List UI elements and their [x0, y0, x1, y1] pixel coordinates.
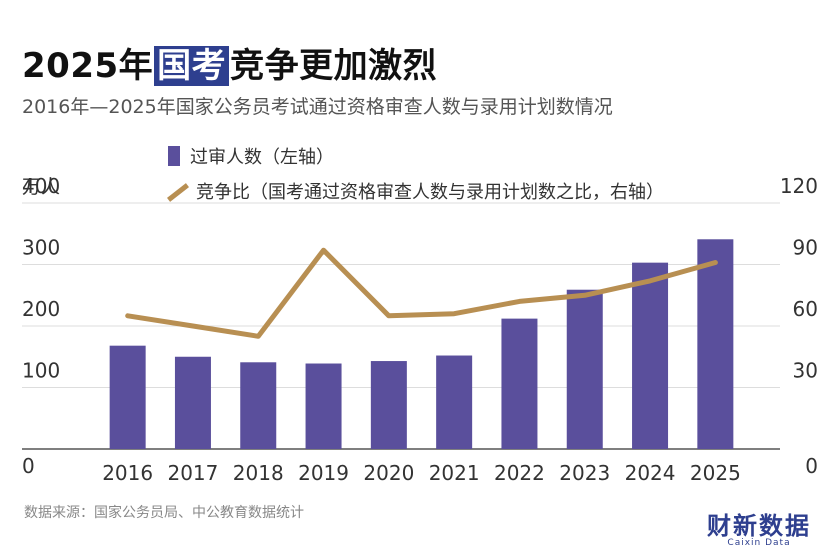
legend-line-label: 竞争比（国考通过资格审查人数与录用计划数之比，右轴）	[196, 182, 664, 203]
x-tick-label: 2021	[429, 461, 480, 485]
left-tick-label: 0	[22, 454, 35, 478]
line-series-competition-ratio	[125, 247, 718, 339]
x-tick-label: 2025	[690, 461, 741, 485]
bar-mark	[370, 361, 407, 449]
bar-mark	[174, 356, 211, 449]
legend-item-line: 竞争比（国考通过资格审查人数与录用计划数之比，右轴）	[168, 178, 664, 204]
x-tick-label: 2023	[559, 461, 610, 485]
bar-mark	[305, 363, 342, 449]
title-highlight: 国考	[154, 46, 230, 86]
x-tick-label: 2022	[494, 461, 545, 485]
bar-mark	[109, 345, 146, 449]
left-tick-label: 400	[22, 174, 60, 198]
bar-mark	[697, 239, 734, 449]
bar-mark	[436, 355, 473, 449]
bar-mark	[240, 362, 277, 449]
left-tick-label: 100	[22, 359, 60, 383]
source-note: 数据来源：国家公务员局、中公教育数据统计	[24, 505, 304, 521]
chart-subtitle: 2016年—2025年国家公务员考试通过资格审查人数与录用计划数情况	[22, 96, 613, 118]
legend-bar-swatch	[168, 146, 180, 166]
right-tick-label: 120	[780, 174, 818, 198]
left-axis-unit: 万人	[22, 176, 61, 198]
x-tick-label: 2024	[625, 461, 676, 485]
x-tick-label: 2017	[167, 461, 218, 485]
right-tick-label: 90	[793, 236, 818, 260]
left-tick-label: 300	[22, 236, 60, 260]
legend-bar-label: 过审人数（左轴）	[190, 147, 334, 168]
x-tick-label: 2019	[298, 461, 349, 485]
x-tick-label: 2016	[102, 461, 153, 485]
x-tick-label: 2020	[363, 461, 414, 485]
bar-mark	[632, 262, 669, 449]
brand-subtitle: Caixin Data	[727, 538, 791, 548]
right-tick-label: 60	[793, 297, 818, 321]
x-tick-label: 2018	[233, 461, 284, 485]
left-tick-label: 200	[22, 297, 60, 321]
bar-mark	[566, 289, 603, 449]
brand-name: 财新数据	[707, 512, 811, 540]
page-title: 2025年 国考 竞争更加激烈	[22, 38, 437, 87]
right-tick-label: 0	[805, 454, 818, 478]
brand-logo: 财新数据 Caixin Data	[700, 506, 818, 548]
bar-mark	[501, 318, 538, 449]
legend-item-bar: 过审人数（左轴）	[168, 143, 334, 169]
title-part-2: 竞争更加激烈	[230, 46, 438, 86]
title-part-1: 2025年	[22, 46, 154, 86]
right-tick-label: 30	[793, 359, 818, 383]
